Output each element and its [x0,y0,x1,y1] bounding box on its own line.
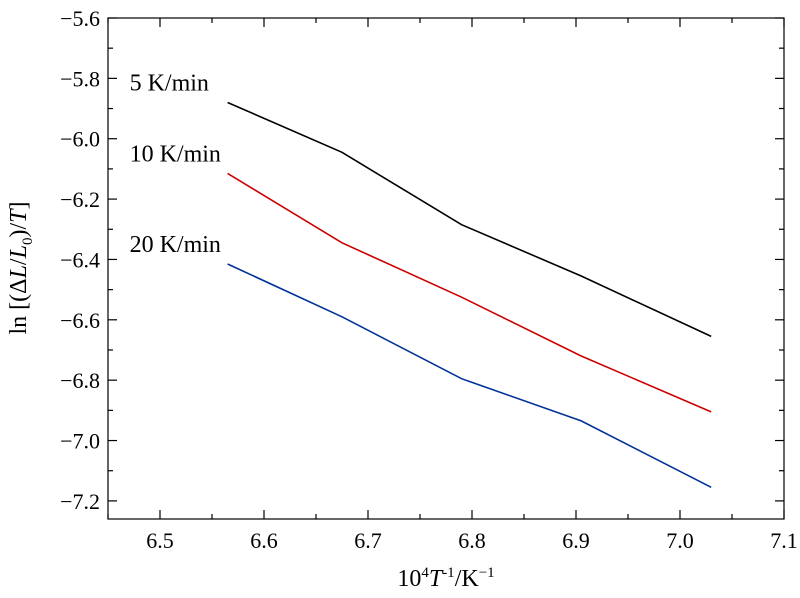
x-tick-labels: 6.5 6.6 6.7 6.8 6.9 7.0 7.1 [146,528,798,553]
axis-ticks [107,17,785,519]
x-tick-label: 7.1 [770,528,798,553]
y-tick-label: −6.4 [60,247,100,272]
x-axis-title: 104T-1/K−1 [397,565,494,592]
y-tick-label: −5.6 [60,6,100,31]
series-lines [227,101,712,489]
x-tick-label: 6.5 [146,528,174,553]
y-tick-labels: −5.6 −5.8 −6.0 −6.2 −6.4 −6.6 −6.8 −7.0 −7.2 [60,6,100,514]
series-label-1: 5 K/min [130,71,209,97]
y-tick-label: −6.0 [60,127,100,152]
x-tick-label: 6.7 [354,528,382,553]
y-tick-label: −6.6 [60,308,100,333]
series-labels: 5 K/min 10 K/min 20 K/min [130,71,221,258]
x-tick-label: 6.8 [458,528,486,553]
series-label-2: 10 K/min [130,141,221,167]
y-tick-label: −6.8 [60,368,100,393]
y-tick-label: −7.2 [60,489,100,514]
x-tick-label: 7.0 [666,528,694,553]
series-line-3 [227,263,712,489]
plot-frame [107,17,785,520]
x-tick-label: 6.6 [250,528,278,553]
y-tick-label: −5.8 [60,66,100,91]
x-tick-label: 6.9 [562,528,590,553]
y-tick-label: −7.0 [60,429,100,454]
y-axis-title: ln [(ΔL/L0)/T] [6,201,36,334]
series-label-3: 20 K/min [130,232,221,258]
series-line-1 [227,101,712,338]
series-line-2 [227,172,712,413]
y-tick-label: −6.2 [60,187,100,212]
